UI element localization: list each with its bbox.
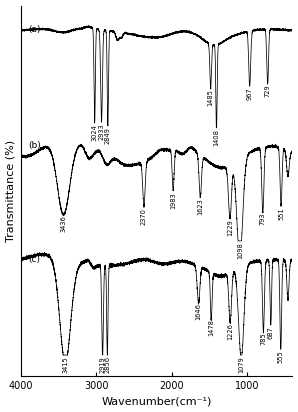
Text: 2933: 2933 [99,124,105,140]
X-axis label: Wavenumber(cm⁻¹): Wavenumber(cm⁻¹) [102,396,212,407]
Text: (a): (a) [29,25,41,34]
Text: 3024: 3024 [92,124,98,141]
Text: 1226: 1226 [227,323,233,340]
Text: 729: 729 [265,85,271,98]
Text: 785: 785 [260,332,266,345]
Text: 3415: 3415 [62,356,68,373]
Text: 793: 793 [260,213,266,225]
Text: 687: 687 [268,326,274,339]
Text: 3436: 3436 [60,215,67,232]
Text: 555: 555 [278,350,284,363]
Text: 1623: 1623 [197,198,203,215]
Text: 967: 967 [247,87,253,100]
Text: 2856: 2856 [104,356,110,373]
Text: 2919: 2919 [100,356,105,373]
Text: 1079: 1079 [238,356,244,373]
Text: 1098: 1098 [237,242,243,259]
Text: 551: 551 [278,207,284,220]
Text: 2849: 2849 [105,127,111,144]
Text: 1646: 1646 [195,303,201,320]
Y-axis label: Transmittance (%): Transmittance (%) [6,140,15,242]
Text: 1485: 1485 [208,89,214,106]
Text: 1408: 1408 [213,129,219,146]
Text: (c): (c) [29,255,41,265]
Text: 1983: 1983 [170,192,176,208]
Text: (b): (b) [29,141,41,150]
Text: 2370: 2370 [141,208,147,225]
Text: 1478: 1478 [208,320,214,337]
Text: 1229: 1229 [227,219,233,236]
